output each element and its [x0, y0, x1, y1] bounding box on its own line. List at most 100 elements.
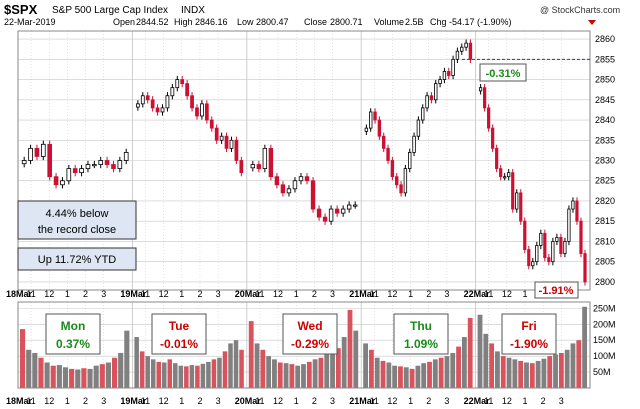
candle-body [292, 180, 298, 190]
candle [519, 189, 523, 225]
price-tick-label: 2845 [595, 95, 615, 105]
candle [286, 185, 292, 197]
volume-bar [318, 357, 324, 388]
candle-body [185, 83, 190, 97]
time-tick-label: 12 [159, 289, 169, 299]
candle [155, 104, 160, 116]
volume-tick-label: 250M [593, 303, 616, 313]
candle [274, 173, 280, 189]
candle-body [451, 58, 455, 76]
ytd-box-bg [17, 247, 137, 271]
candle [72, 164, 78, 177]
below-record-box-bg [17, 200, 137, 240]
candle-body [98, 160, 104, 165]
price-tick-label: 2840 [595, 115, 615, 125]
candle [170, 84, 175, 100]
candle [304, 173, 310, 185]
volume-bar [392, 365, 398, 388]
candle-body [487, 107, 491, 129]
volume-bar [295, 365, 301, 388]
candle [92, 160, 97, 169]
candle-body [551, 241, 555, 263]
daily-change-box-wed: Wed -0.29% [282, 313, 338, 355]
candle-body [229, 139, 234, 149]
candle-body [150, 99, 155, 109]
candle-body [322, 216, 328, 222]
candle [447, 67, 451, 80]
daily-change-pct: -0.01% [160, 337, 198, 351]
volume-bar [335, 348, 341, 388]
time-tick-label: 3 [330, 289, 335, 299]
volume-bar [506, 357, 512, 388]
close-value: 2800.71 [330, 17, 363, 27]
candle-body [429, 95, 434, 101]
candle-body [53, 176, 59, 186]
time-tick-label: 1 [65, 396, 70, 406]
volume-bar [306, 361, 312, 388]
candle [408, 148, 412, 173]
volume-bar [228, 343, 233, 388]
candle-body [340, 208, 346, 214]
price-tick-label: 2830 [595, 156, 615, 166]
volume-bar [500, 356, 506, 388]
volume-bar [50, 365, 56, 388]
candle [204, 100, 209, 124]
candle-body [304, 176, 310, 182]
candle-body [421, 107, 425, 121]
price-tick-label: 2860 [595, 34, 615, 44]
candle [555, 233, 559, 246]
volume-bar [301, 364, 306, 388]
candle [175, 75, 180, 92]
candle-body [395, 176, 399, 186]
candle [551, 237, 555, 266]
candle [527, 245, 531, 270]
candle [41, 140, 46, 161]
volume-bar [87, 368, 93, 388]
time-tick-label: 3 [444, 396, 449, 406]
time-tick-label: 11 [484, 396, 493, 406]
candle-body [515, 192, 519, 210]
candle [298, 173, 304, 185]
candle-body [390, 160, 395, 178]
open-value: 2844.52 [136, 17, 169, 27]
candle [123, 148, 129, 165]
time-tick-label: 18Mar [6, 289, 33, 299]
time-tick-label: 2 [541, 396, 546, 406]
time-tick-label: 11 [255, 289, 264, 299]
candle-body [155, 107, 160, 113]
candle [180, 75, 185, 88]
candle [135, 100, 140, 111]
volume-bar [380, 360, 386, 388]
candle-body [377, 119, 382, 137]
candle-body [535, 245, 539, 263]
time-tick-label: 3 [330, 396, 335, 406]
candle [145, 92, 150, 104]
volume-bar [547, 356, 553, 388]
time-tick-label: 2 [197, 289, 202, 299]
candle-body [190, 95, 194, 109]
candle-body [28, 147, 33, 161]
volume-bar [427, 361, 432, 388]
candle [563, 237, 567, 258]
volume-bar [477, 314, 483, 388]
down-arrow-icon [588, 20, 596, 25]
candle-body [92, 164, 97, 167]
volume-bar [564, 349, 570, 388]
volume-bar [415, 365, 421, 388]
candle-body [239, 160, 244, 174]
volume-bar [283, 363, 289, 388]
volume-bar [20, 329, 26, 388]
candle [229, 136, 234, 153]
candle-body [519, 192, 523, 222]
volume-bar [56, 365, 62, 388]
candle [487, 104, 491, 132]
price-tick-label: 2800 [595, 277, 615, 287]
candle [583, 249, 587, 286]
candle-body [547, 257, 551, 263]
daily-change-day: Tue [169, 319, 190, 333]
candle [292, 177, 298, 193]
gap-pct-text: -0.31% [486, 68, 521, 80]
candle [429, 92, 434, 104]
time-tick-label: 19Mar [120, 289, 147, 299]
candle [499, 164, 503, 181]
